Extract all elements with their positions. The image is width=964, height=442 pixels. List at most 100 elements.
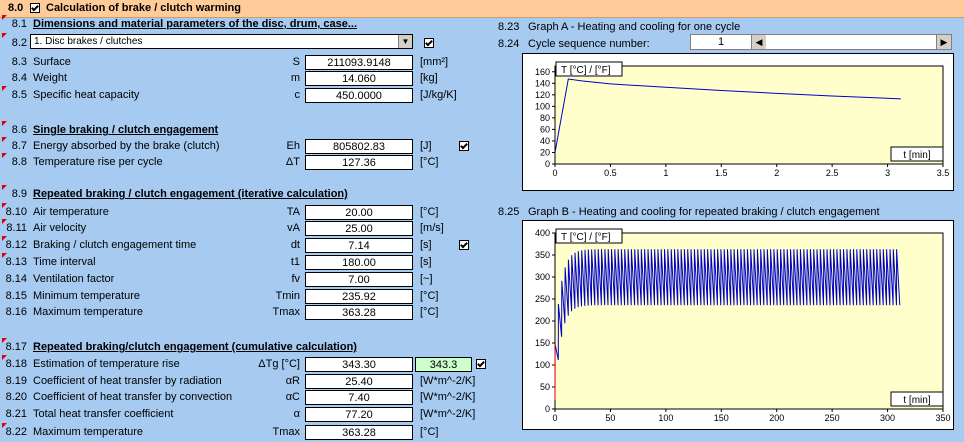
section-number: 8.9	[11, 188, 27, 200]
note-marker	[2, 185, 7, 190]
plot-area	[554, 232, 944, 410]
section-title: Dimensions and material parameters of th…	[33, 18, 358, 30]
note-marker	[2, 423, 7, 428]
row-symbol: S	[292, 56, 300, 68]
row-value-input[interactable]: 7.00	[305, 272, 413, 287]
y-tick-label: 300	[535, 272, 550, 282]
x-tick-label: 350	[935, 413, 950, 423]
row-number: 8.4	[11, 72, 27, 84]
row-value-input[interactable]: 25.00	[305, 221, 413, 236]
row-number: 8.8	[11, 156, 27, 168]
scroll-right-button[interactable]: ▶	[936, 35, 951, 49]
y-tick-label: 150	[535, 338, 550, 348]
row-value-input[interactable]: 180.00	[305, 255, 413, 270]
row-unit: [°C]	[420, 156, 439, 168]
chevron-down-icon[interactable]: ▼	[398, 35, 412, 48]
row-value: 127.36	[305, 155, 413, 170]
row-number: 8.12	[5, 239, 27, 251]
row-value: 7.40	[305, 390, 413, 405]
row-unit: [s]	[420, 256, 432, 268]
series-line	[554, 78, 901, 153]
row-value: 805802.83	[305, 139, 413, 154]
row-number: 8.20	[5, 391, 27, 403]
x-tick-label: 2	[774, 168, 779, 178]
row-value: 235.92	[305, 289, 413, 304]
y-tick-label: 50	[540, 382, 550, 392]
select-checkbox[interactable]	[424, 38, 434, 48]
row-value: 25.40	[305, 374, 413, 389]
x-tick-label: 0	[552, 168, 557, 178]
section-number: 8.6	[11, 124, 27, 136]
energy-checkbox[interactable]	[459, 141, 469, 151]
note-marker	[2, 121, 7, 126]
row-number: 8.22	[5, 426, 27, 438]
row-unit: [W*m^-2/K]	[420, 391, 476, 403]
row-number: 8.2	[11, 37, 27, 49]
row-symbol: t1	[290, 256, 300, 268]
row-symbol: TA	[286, 206, 300, 218]
chart-a: 0 0.5 1 1.5 2 2.5 3 3.5 0 20 40 60 80 100 120 140 160 T […	[522, 53, 954, 191]
x-tick-label: 0	[552, 413, 557, 423]
row-unit: [°C]	[420, 290, 439, 302]
cycle-value: 1	[717, 36, 725, 48]
graph-a-number: 8.23	[498, 21, 520, 33]
row-label: Weight	[33, 72, 68, 84]
y-axis-label-box	[555, 228, 623, 244]
row-value-input[interactable]: 20.00	[305, 205, 413, 220]
row-value: 14.060	[305, 71, 413, 86]
brake-type-select[interactable]: 1. Disc brakes / clutches ▼	[30, 34, 413, 49]
estimate-checkbox[interactable]	[476, 359, 486, 369]
row-label: Air velocity	[33, 222, 87, 234]
row-symbol: dt	[290, 239, 300, 251]
note-marker	[2, 236, 7, 241]
row-label: Estimation of temperature rise	[33, 358, 180, 370]
x-axis-label: t [min]	[903, 395, 930, 406]
y-axis-label: T [°C] / [°F]	[561, 232, 611, 243]
y-tick-label: 350	[535, 250, 550, 260]
scroll-left-button[interactable]: ◀	[751, 35, 766, 49]
header-number: 8.0	[8, 2, 24, 14]
row-symbol: αR	[285, 375, 300, 387]
row-symbol: vA	[287, 222, 300, 234]
x-tick-label: 300	[880, 413, 895, 423]
y-axis-label-box	[555, 61, 623, 77]
chart-b-svg: 0 50 100 150 200 250 300 350 0 50 100 150 200 250 300 3…	[535, 228, 951, 423]
row-symbol: αC	[285, 391, 300, 403]
row-symbol: Tmin	[275, 290, 300, 302]
row-value: 211093.9148	[305, 55, 413, 70]
section-number: 8.1	[11, 18, 27, 30]
y-tick-label: 100	[535, 360, 550, 370]
row-label: Coefficient of heat transfer by convecti…	[33, 391, 233, 403]
section-title: Single braking / clutch engagement	[33, 124, 219, 136]
row-number: 8.21	[5, 408, 27, 420]
y-tick-label: 160	[535, 67, 550, 77]
x-tick-label: 3	[885, 168, 890, 178]
x-tick-label: 150	[714, 413, 729, 423]
section-header	[0, 0, 964, 18]
row-unit: [°C]	[420, 206, 439, 218]
y-tick-label: 80	[540, 113, 550, 123]
time-checkbox[interactable]	[459, 240, 469, 250]
row-unit: [s]	[420, 239, 432, 251]
note-marker	[2, 203, 7, 208]
graph-a-title: Graph A - Heating and cooling for one cy…	[528, 21, 741, 33]
row-number: 8.11	[6, 222, 27, 234]
row-symbol: Eh	[286, 140, 300, 152]
row-label: Surface	[33, 56, 71, 68]
row-unit: [°C]	[420, 426, 439, 438]
estimated-rise-input[interactable]: 343.3	[415, 357, 472, 372]
cycle-scrollbar[interactable]: 1 ◀ ▶	[690, 34, 952, 50]
row-symbol: ΔT	[285, 156, 300, 168]
header-checkbox[interactable]	[30, 3, 40, 13]
row-symbol: ΔTg [°C]	[258, 358, 300, 370]
row-value-input[interactable]: 7.14	[305, 238, 413, 253]
x-tick-label: 200	[769, 413, 784, 423]
row-number: 8.15	[5, 290, 27, 302]
y-tick-label: 200	[535, 316, 550, 326]
x-tick-label: 250	[825, 413, 840, 423]
chart-b: 0 50 100 150 200 250 300 350 0 50 100 150 200 250 300 3…	[522, 220, 954, 430]
note-marker	[2, 137, 7, 142]
row-number: 8.13	[5, 256, 27, 268]
row-symbol: fv	[291, 273, 300, 285]
